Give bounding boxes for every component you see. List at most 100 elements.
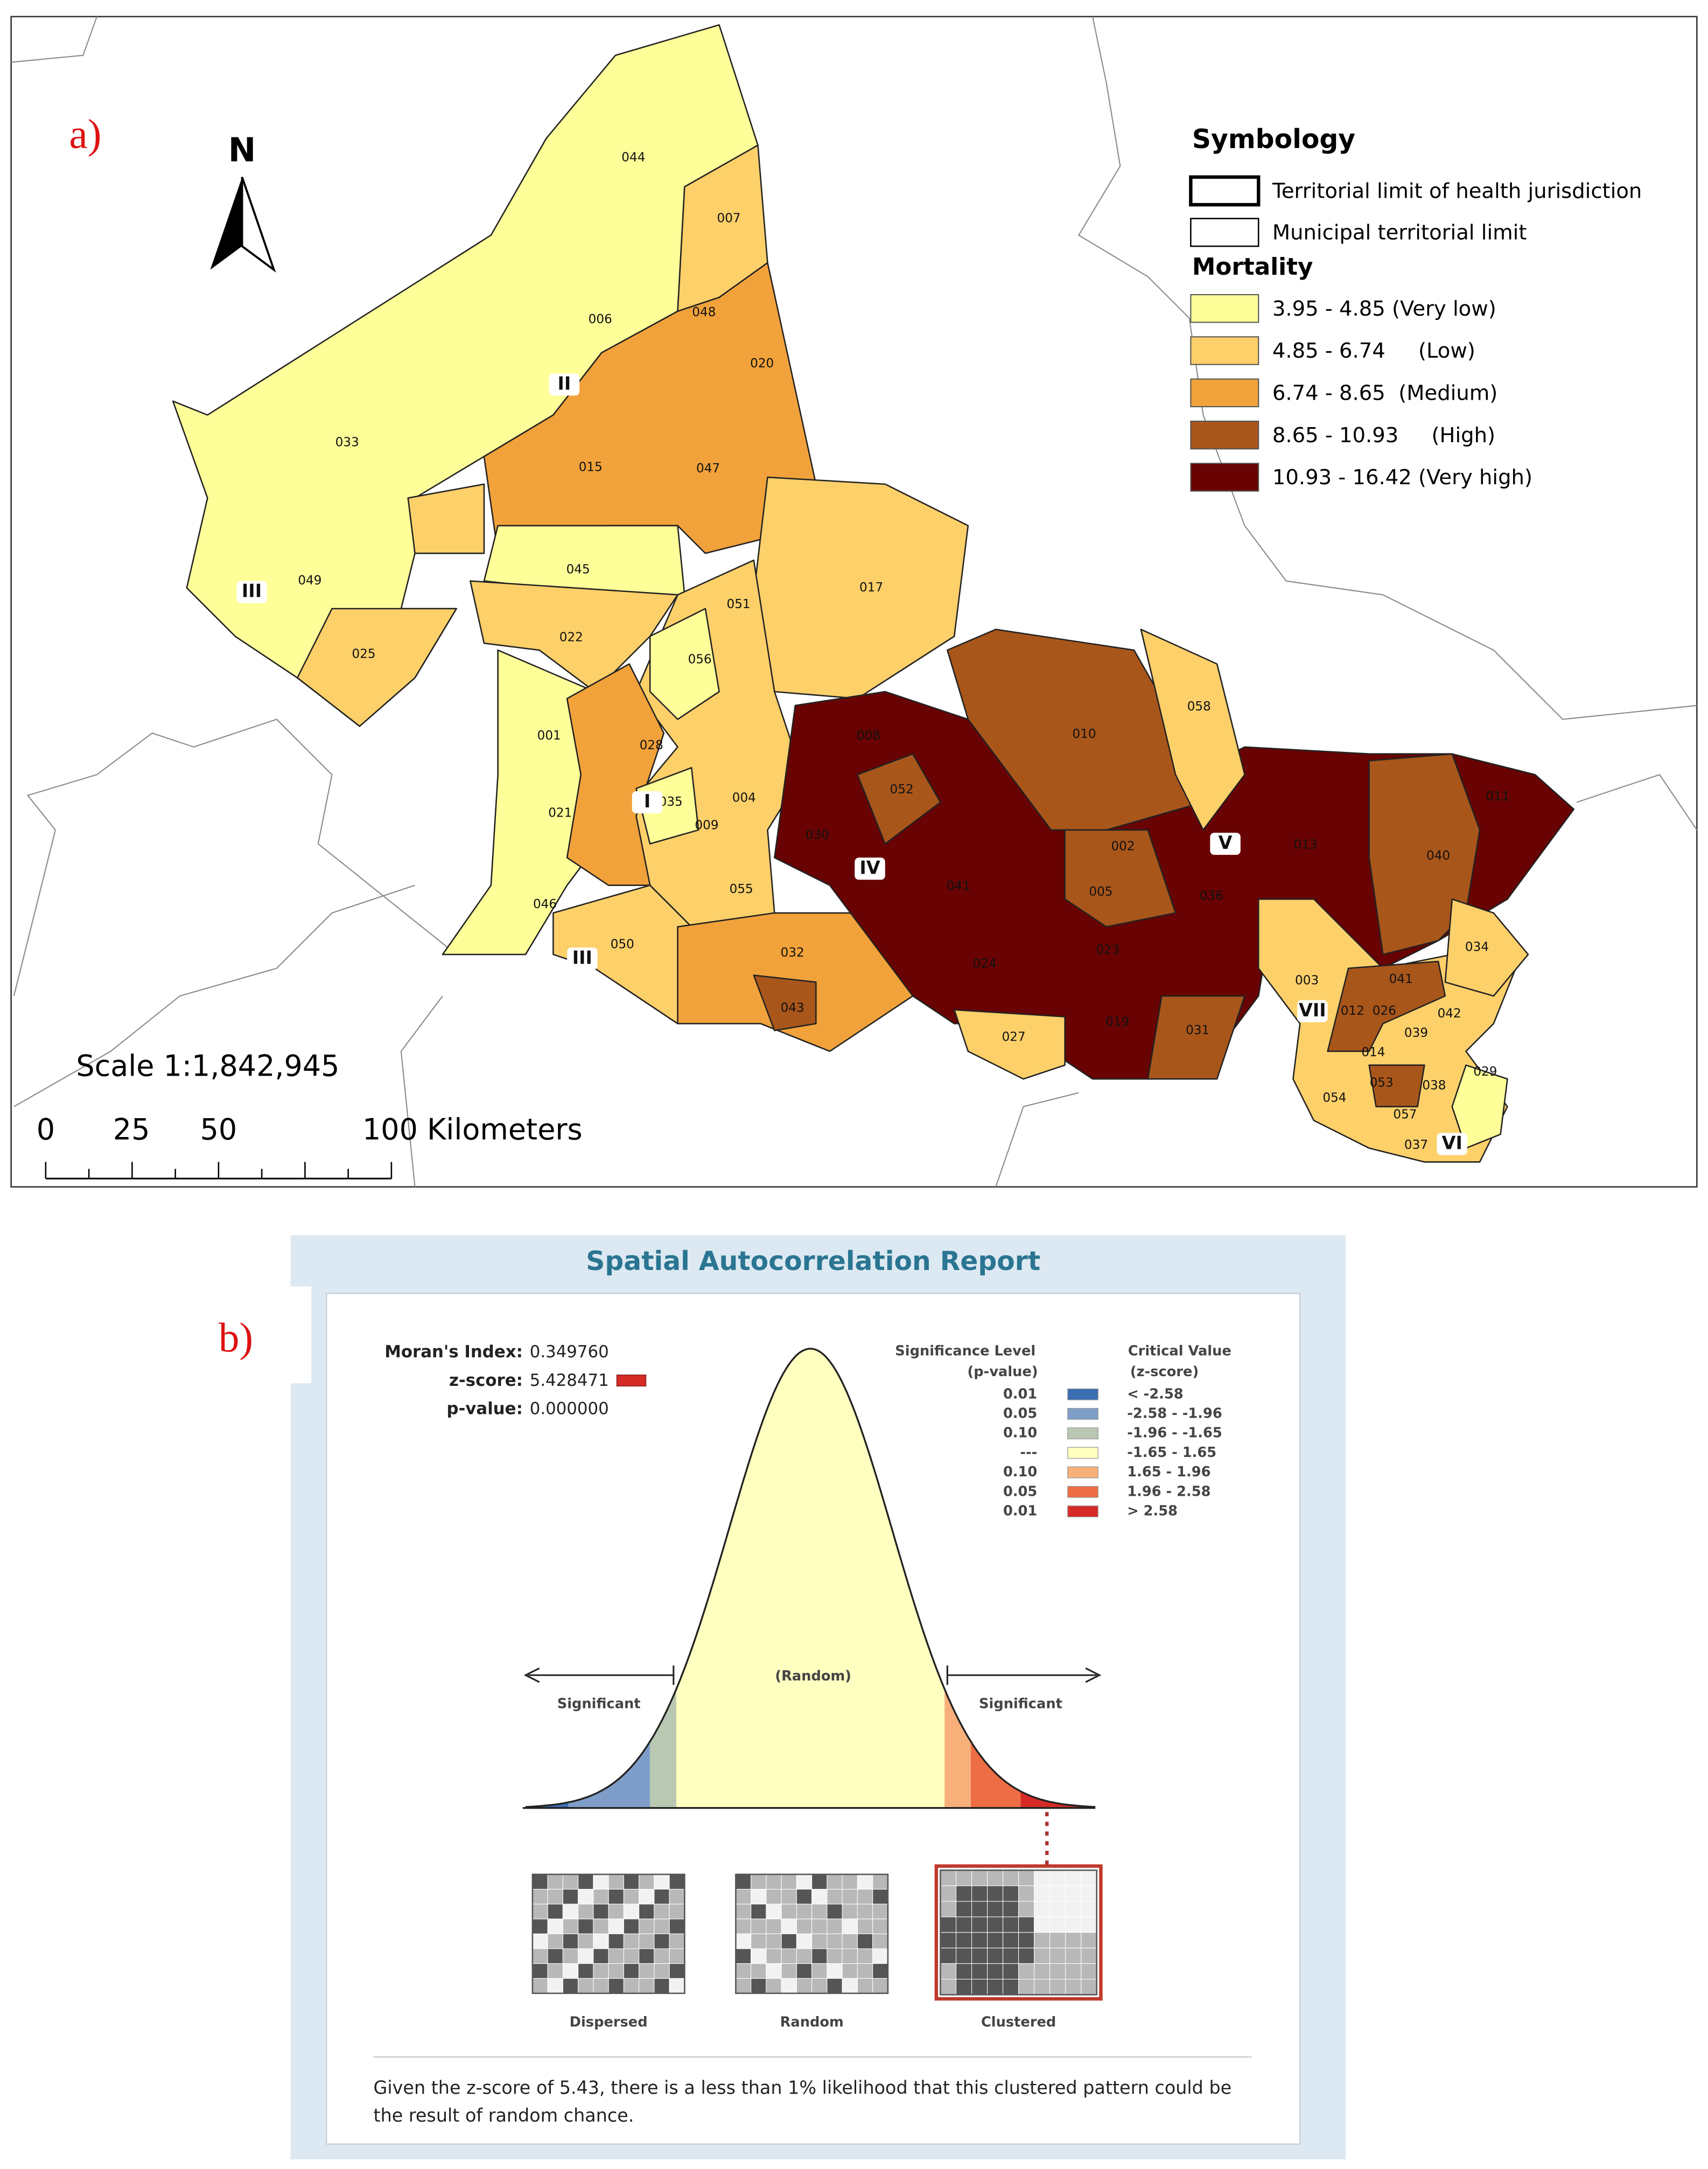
- municipality-code: 041: [1389, 972, 1413, 986]
- municipality-code: 003: [1295, 973, 1319, 987]
- thumb-cell: [781, 1978, 797, 1994]
- thumb-cell: [1049, 1916, 1066, 1933]
- thumb-cell: [971, 1901, 988, 1917]
- conclusion: Given the z-score of 5.43, there is a le…: [374, 2077, 1232, 2098]
- north-arrow: [241, 177, 276, 273]
- municipality-code: 038: [1422, 1079, 1446, 1093]
- thumb-cell: [1018, 1901, 1035, 1917]
- thumb-cell: [1003, 1870, 1019, 1886]
- thumb-cell: [781, 1963, 797, 1979]
- legend-label: Municipal territorial limit: [1272, 221, 1527, 245]
- thumb-cell: [827, 1933, 843, 1949]
- thumb-cell: [669, 1933, 685, 1949]
- thumb-cell: [639, 1978, 655, 1994]
- thumb-cell: [532, 1963, 548, 1979]
- tag-background: [207, 1286, 311, 1384]
- thumb-cell: [1034, 1978, 1051, 1995]
- region: [1368, 1064, 1425, 1107]
- region: [1064, 829, 1177, 928]
- thumb-cell: [857, 1889, 873, 1905]
- thumb-cell: [654, 1963, 670, 1979]
- municipality-code: 011: [1486, 790, 1509, 804]
- thumb-cell: [562, 1948, 579, 1964]
- thumb-cell: [562, 1903, 579, 1920]
- thumb-cell: [608, 1919, 624, 1934]
- thumb-cell: [811, 1874, 828, 1890]
- municipality-code: 053: [1370, 1076, 1394, 1090]
- jurisdiction-label: V: [1219, 832, 1233, 853]
- municipality-code: 013: [1293, 838, 1317, 852]
- thumb-cell: [811, 1933, 828, 1949]
- jurisdiction-box: [549, 373, 580, 396]
- thumb-cell: [811, 1919, 828, 1934]
- municipality-code: 023: [1096, 943, 1119, 957]
- thumb-cell: [796, 1889, 813, 1905]
- jurisdiction-label: VII: [1299, 1000, 1326, 1021]
- jurisdiction-box: [1210, 833, 1241, 855]
- thumb-cell: [987, 1916, 1004, 1933]
- municipality-code: 052: [890, 783, 914, 797]
- thumb-cell: [751, 1978, 767, 1994]
- p-value: 0.01: [1003, 1503, 1037, 1519]
- z-range: 1.96 - 2.58: [1127, 1483, 1210, 1500]
- pattern-thumbnails: Dispersed Random Clustered: [531, 1864, 1103, 2030]
- thumb-cell: [857, 1978, 873, 1994]
- thumb-cell: [1065, 1932, 1082, 1949]
- thumb-cell: [987, 1978, 1004, 1995]
- thumb-cell: [1065, 1948, 1082, 1964]
- thumb-cell: [1034, 1932, 1051, 1949]
- level-swatch: [1067, 1447, 1098, 1459]
- municipality-code: 020: [750, 357, 774, 371]
- thumb-cell: [532, 1948, 548, 1964]
- pattern-label: Random: [780, 2014, 844, 2030]
- municipality-code: 050: [611, 938, 634, 952]
- thumb-cell: [639, 1889, 655, 1905]
- jurisdiction-box: [567, 947, 598, 970]
- thumb-cell: [857, 1903, 873, 1920]
- thumb-cell: [1003, 1978, 1019, 1995]
- municipality-code: 032: [781, 946, 804, 960]
- p-value: 0.05: [1003, 1405, 1037, 1421]
- thumb-cell: [562, 1933, 579, 1949]
- municipality-code: 047: [696, 462, 720, 476]
- thumb-cell: [623, 1903, 640, 1920]
- municipality-code: 036: [1200, 889, 1223, 903]
- thumb-cell: [766, 1903, 782, 1920]
- legend-subtitle: Mortality: [1192, 253, 1313, 281]
- z-range: -1.65 - 1.65: [1127, 1445, 1216, 1461]
- thumb-cell: [971, 1978, 988, 1995]
- thumb-cell: [751, 1948, 767, 1964]
- thumb-cell: [781, 1874, 797, 1890]
- z-range: < -2.58: [1127, 1386, 1183, 1402]
- thumb-cell: [872, 1874, 888, 1890]
- curve-label: (Random): [775, 1668, 851, 1684]
- thumb-cell: [956, 1870, 972, 1886]
- municipality-code: 006: [589, 312, 612, 326]
- legend-title: Symbology: [1192, 124, 1355, 155]
- thumb-cell: [654, 1978, 670, 1994]
- legend-classes: 3.95 - 4.85 (Very low) 4.85 - 6.74 (Low) 6…: [1190, 294, 1532, 492]
- thumb-cell: [956, 1885, 972, 1902]
- thumb-cell: [1018, 1948, 1035, 1964]
- thumb-cell: [578, 1919, 594, 1934]
- thumb-cell: [593, 1889, 609, 1905]
- thumb-cell: [639, 1903, 655, 1920]
- thumb-cell: [1065, 1963, 1082, 1980]
- thumb-cell: [956, 1978, 972, 1995]
- thumb-cell: [751, 1903, 767, 1920]
- region: [1444, 898, 1529, 997]
- curve-label: Significant: [557, 1696, 641, 1712]
- level-swatch: [1067, 1388, 1098, 1400]
- thumb-cell: [1003, 1916, 1019, 1933]
- thumb-cell: [608, 1874, 624, 1890]
- municipality-code: 012: [1341, 1004, 1364, 1018]
- thumb-cell: [956, 1963, 972, 1980]
- p-value: 0.10: [1003, 1425, 1037, 1441]
- thumb-cell: [842, 1874, 858, 1890]
- region: [407, 483, 485, 554]
- thumb-cell: [669, 1874, 685, 1890]
- thumb-cell: [654, 1889, 670, 1905]
- thumb-cell: [827, 1889, 843, 1905]
- thumb-cell: [971, 1963, 988, 1980]
- jurisdiction-box: [855, 857, 885, 880]
